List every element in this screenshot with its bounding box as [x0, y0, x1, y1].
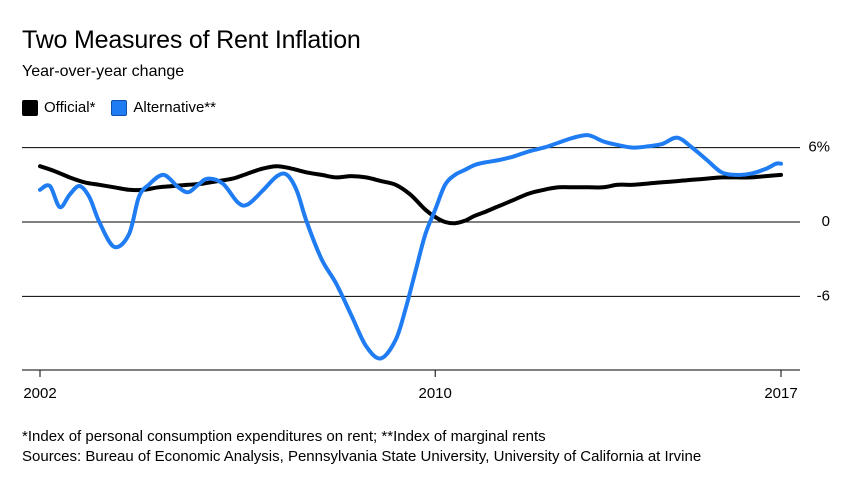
chart-subtitle: Year-over-year change [22, 63, 185, 80]
y-tick-label-2: -6 [817, 287, 830, 304]
series-line-official [38, 164, 783, 226]
x-tick-label-2: 2017 [764, 385, 797, 402]
footnote-definitions: *Index of personal consumption expenditu… [22, 428, 546, 445]
x-tick-label-0: 2002 [23, 385, 56, 402]
x-tick-label-1: 2010 [419, 385, 452, 402]
legend-item-official: Official* [22, 99, 95, 116]
y-tick-label-0: 6% [808, 139, 830, 156]
footnote-sources: Sources: Bureau of Economic Analysis, Pe… [22, 448, 702, 465]
legend-item-alternative: Alternative** [111, 99, 216, 116]
series-line-alternative [38, 133, 783, 361]
line-chart: 6% 0 -6 2002 2010 2017 [22, 133, 830, 402]
legend-label-alternative: Alternative** [133, 99, 216, 116]
legend-swatch-alternative [111, 99, 128, 116]
legend: Official* Alternative** [22, 99, 232, 116]
legend-swatch-official [22, 99, 38, 116]
legend-label-official: Official* [44, 99, 96, 116]
y-tick-label-1: 0 [822, 213, 830, 230]
chart-title: Two Measures of Rent Inflation [22, 26, 361, 54]
